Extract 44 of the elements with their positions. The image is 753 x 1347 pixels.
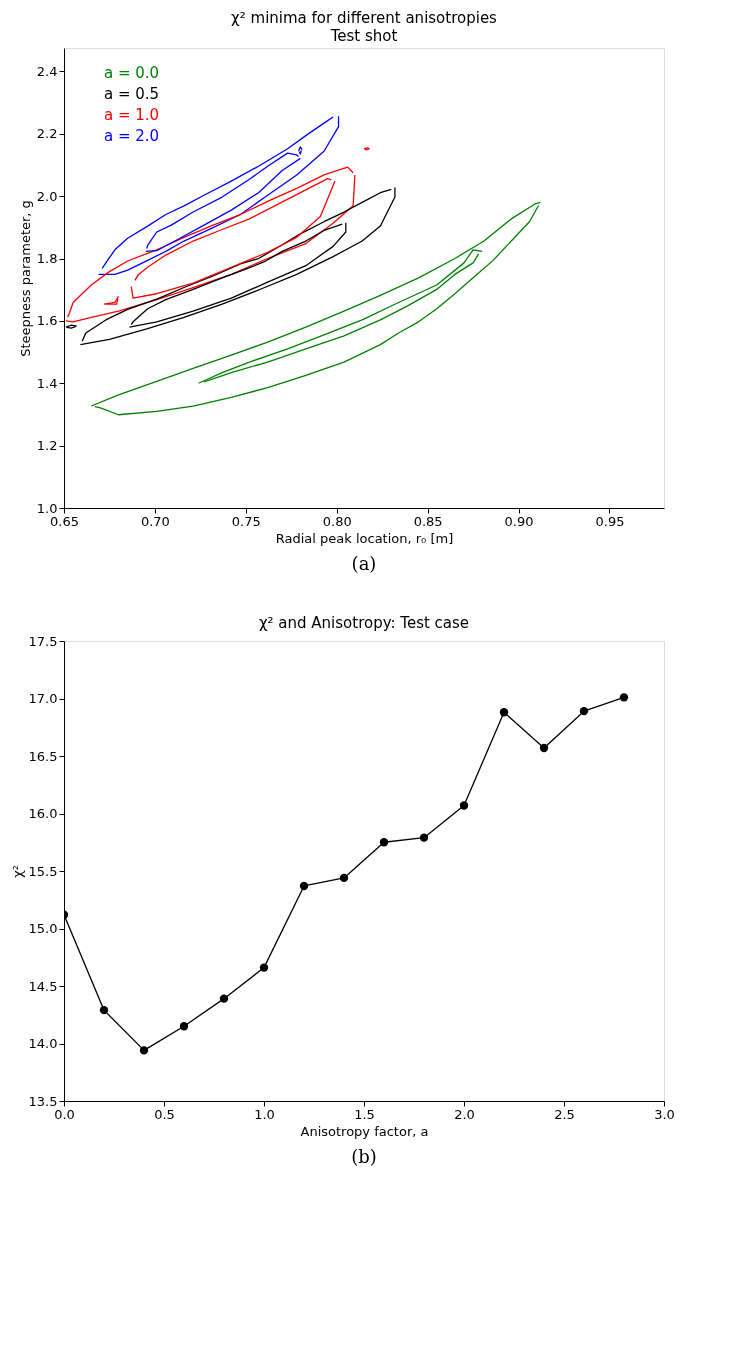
text: a = 0.5 bbox=[104, 85, 160, 103]
y-tick-label: 2.0 bbox=[36, 188, 58, 204]
x-axis-title: Anisotropy factor, a bbox=[300, 1123, 429, 1139]
y-tick-label: 2.4 bbox=[36, 63, 58, 79]
x-tick-label: 0.65 bbox=[50, 513, 79, 529]
text: a = 1.0 bbox=[104, 106, 160, 124]
y-tick-label: 16.0 bbox=[28, 806, 58, 821]
x-tick-label: 0.85 bbox=[413, 513, 443, 529]
y-tick-label: 17.0 bbox=[28, 691, 58, 706]
x-tick-label: 0.90 bbox=[504, 513, 534, 529]
text: (a) bbox=[351, 553, 377, 574]
text: (b) bbox=[351, 1146, 377, 1167]
y-tick-label: 15.0 bbox=[28, 921, 58, 936]
x-tick-label: 0.75 bbox=[231, 513, 261, 529]
y-tick-label: 2.2 bbox=[36, 126, 58, 142]
y-tick-label: 14.0 bbox=[28, 1036, 58, 1051]
x-tick-label: 1.5 bbox=[354, 1106, 375, 1122]
x-tick-label: 1.0 bbox=[254, 1106, 275, 1122]
y-tick-label: 17.5 bbox=[28, 633, 58, 649]
text: a = 0.0 bbox=[104, 64, 160, 82]
x-tick-label: 2.5 bbox=[554, 1106, 575, 1122]
x-tick-label: 2.0 bbox=[454, 1106, 475, 1122]
y-tick-label: 14.5 bbox=[28, 978, 58, 994]
y-tick-label: 1.2 bbox=[36, 438, 58, 454]
x-tick-label: 0.80 bbox=[322, 513, 352, 529]
text: a = 2.0 bbox=[104, 127, 160, 145]
y-tick-label: 1.8 bbox=[36, 251, 58, 267]
x-axis-title: Radial peak location, r₀ [m] bbox=[275, 530, 454, 546]
chart-title: χ² minima for different anisotropies bbox=[231, 9, 498, 27]
y-tick-label: 15.5 bbox=[28, 863, 58, 879]
y-tick-label: 13.5 bbox=[28, 1093, 58, 1109]
x-tick-label: 0.95 bbox=[595, 513, 625, 529]
x-tick-label: 0.0 bbox=[54, 1106, 75, 1122]
y-axis-title: χ² bbox=[9, 865, 25, 878]
y-tick-label: 1.0 bbox=[36, 500, 58, 516]
y-axis-title: Steepness parameter, g bbox=[17, 200, 33, 357]
chart-subtitle: Test shot bbox=[329, 27, 398, 45]
x-tick-label: 0.70 bbox=[140, 513, 170, 529]
chart-title: χ² and Anisotropy: Test case bbox=[258, 614, 470, 632]
y-tick-label: 1.6 bbox=[36, 313, 58, 329]
x-tick-label: 0.5 bbox=[154, 1106, 175, 1122]
x-tick-label: 3.0 bbox=[654, 1106, 675, 1122]
y-tick-label: 1.4 bbox=[36, 375, 58, 391]
y-tick-label: 16.5 bbox=[28, 748, 58, 764]
